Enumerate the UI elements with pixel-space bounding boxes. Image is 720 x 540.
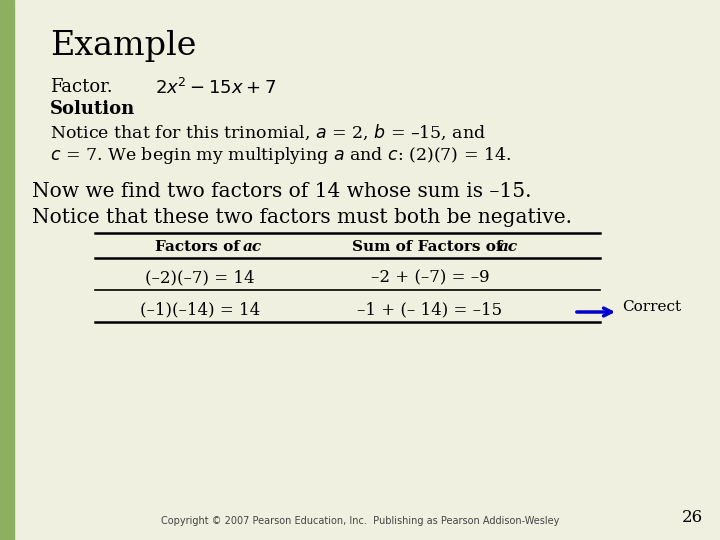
Text: –1 + (– 14) = –15: –1 + (– 14) = –15 (357, 301, 503, 318)
Text: $2x^2-15x+7$: $2x^2-15x+7$ (155, 78, 276, 98)
Text: Notice that for this trinomial, $a$ = 2, $b$ = –15, and: Notice that for this trinomial, $a$ = 2,… (50, 123, 486, 143)
Text: $c$ = 7. We begin my multiplying $a$ and $c$: (2)(7) = 14.: $c$ = 7. We begin my multiplying $a$ and… (50, 145, 511, 166)
Text: ac: ac (498, 240, 518, 254)
Text: Factors of: Factors of (155, 240, 245, 254)
Text: ac: ac (243, 240, 261, 254)
Text: Notice that these two factors must both be negative.: Notice that these two factors must both … (32, 208, 572, 227)
Text: Factor.: Factor. (50, 78, 112, 96)
Text: Sum of Factors of: Sum of Factors of (352, 240, 508, 254)
Text: 26: 26 (682, 509, 703, 526)
Text: Now we find two factors of 14 whose sum is –15.: Now we find two factors of 14 whose sum … (32, 182, 531, 201)
Bar (0, 0, 14, 540)
Text: (–2)(–7) = 14: (–2)(–7) = 14 (145, 269, 255, 286)
Text: Copyright © 2007 Pearson Education, Inc.  Publishing as Pearson Addison-Wesley: Copyright © 2007 Pearson Education, Inc.… (161, 516, 559, 526)
Text: Solution: Solution (50, 100, 135, 118)
Text: Example: Example (50, 30, 197, 62)
Text: –2 + (–7) = –9: –2 + (–7) = –9 (371, 269, 490, 286)
Text: Correct: Correct (622, 300, 681, 314)
Text: (–1)(–14) = 14: (–1)(–14) = 14 (140, 301, 260, 318)
